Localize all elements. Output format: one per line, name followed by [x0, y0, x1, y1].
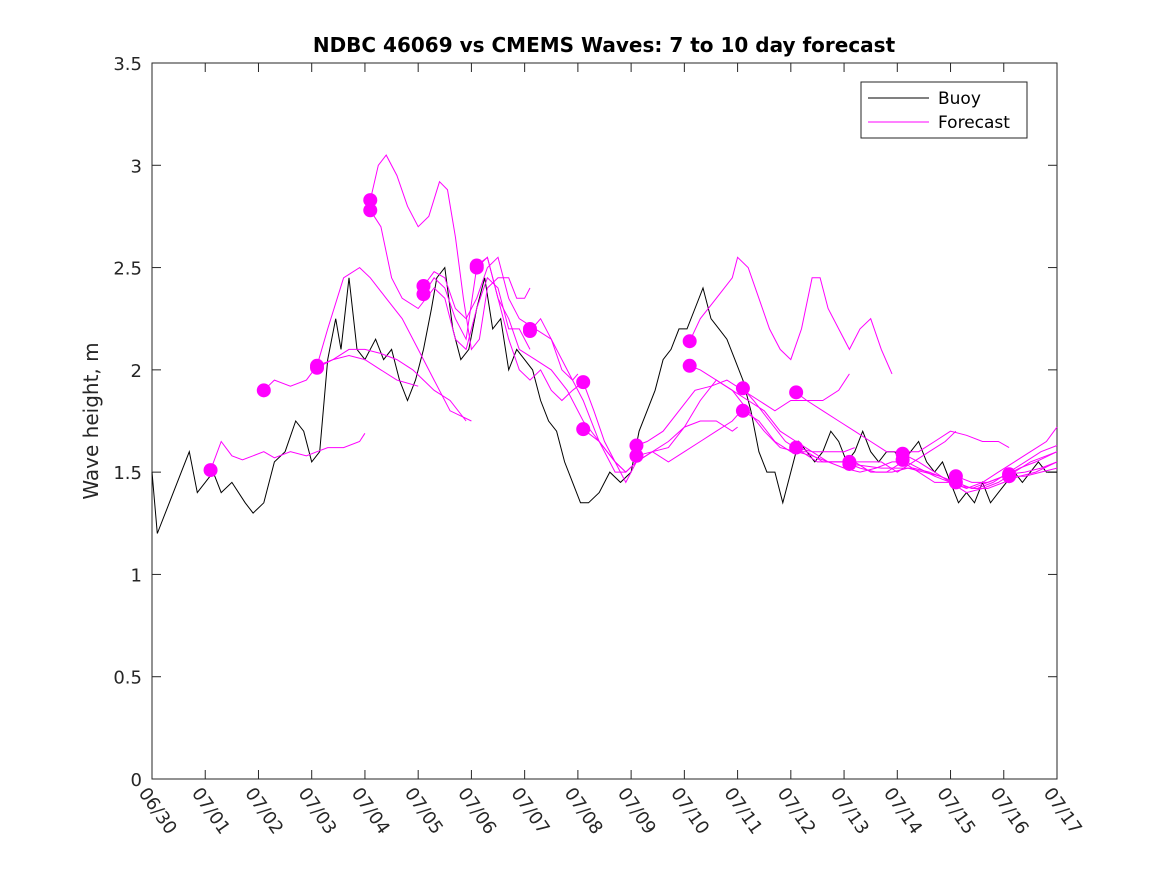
forecast-run-line — [369, 210, 531, 351]
forecast-start-marker — [363, 193, 378, 208]
legend-buoy-label: Buoy — [938, 89, 981, 109]
forecast-start-marker — [842, 454, 857, 469]
forecast-run-line — [636, 379, 855, 457]
y-tick-label: 0.5 — [113, 668, 142, 689]
forecast-start-marker — [469, 260, 484, 275]
forecast-start-marker — [948, 475, 963, 490]
forecast-start-marker — [310, 360, 325, 375]
legend-box — [860, 81, 1028, 139]
forecast-run-line — [1009, 467, 1058, 477]
y-tick-label: 1 — [131, 565, 142, 586]
y-tick-label: 2 — [131, 361, 142, 382]
y-tick-label: 2.5 — [113, 259, 142, 280]
forecast-start-marker — [256, 383, 271, 398]
y-tick-label: 3.5 — [113, 54, 142, 75]
forecast-start-marker — [735, 403, 750, 418]
forecast-start-marker — [682, 358, 697, 373]
forecast-start-marker — [1002, 469, 1017, 484]
forecast-run-line — [529, 317, 637, 473]
forecast-start-marker — [895, 452, 910, 467]
y-tick-label: 1.5 — [113, 463, 142, 484]
forecast-run-line — [423, 256, 579, 402]
y-axis-title: Wave height, m — [79, 342, 103, 499]
y-tick-label: 3 — [131, 156, 142, 177]
forecast-start-marker — [682, 334, 697, 349]
forecast-run-line — [316, 266, 472, 422]
forecast-run-line — [1009, 461, 1058, 475]
legend-forecast-label: Forecast — [938, 113, 1010, 133]
forecast-start-marker — [789, 440, 804, 455]
forecast-start-marker — [576, 375, 591, 390]
forecast-start-marker — [203, 463, 218, 478]
forecast-start-marker — [522, 321, 537, 336]
forecast-run-line — [582, 420, 738, 484]
forecast-start-marker — [576, 422, 591, 437]
forecast-run-line — [316, 348, 467, 422]
forecast-start-marker — [789, 385, 804, 400]
forecast-start-marker — [363, 203, 378, 218]
y-tick-label: 0 — [131, 770, 142, 791]
forecast-start-marker — [735, 381, 750, 396]
forecast-start-marker — [629, 448, 644, 463]
forecast-run-line — [955, 461, 1058, 489]
forecast-run-line — [689, 256, 893, 375]
forecast-start-marker — [416, 287, 431, 302]
axes-frame — [151, 62, 1058, 780]
forecast-run-line — [423, 256, 579, 381]
forecast-run-line — [210, 433, 366, 471]
forecast-run-line — [369, 154, 531, 351]
forecast-start-marker — [629, 438, 644, 453]
chart-title: NDBC 46069 vs CMEMS Waves: 7 to 10 day f… — [313, 33, 896, 57]
legend: Buoy Forecast — [860, 81, 1028, 139]
